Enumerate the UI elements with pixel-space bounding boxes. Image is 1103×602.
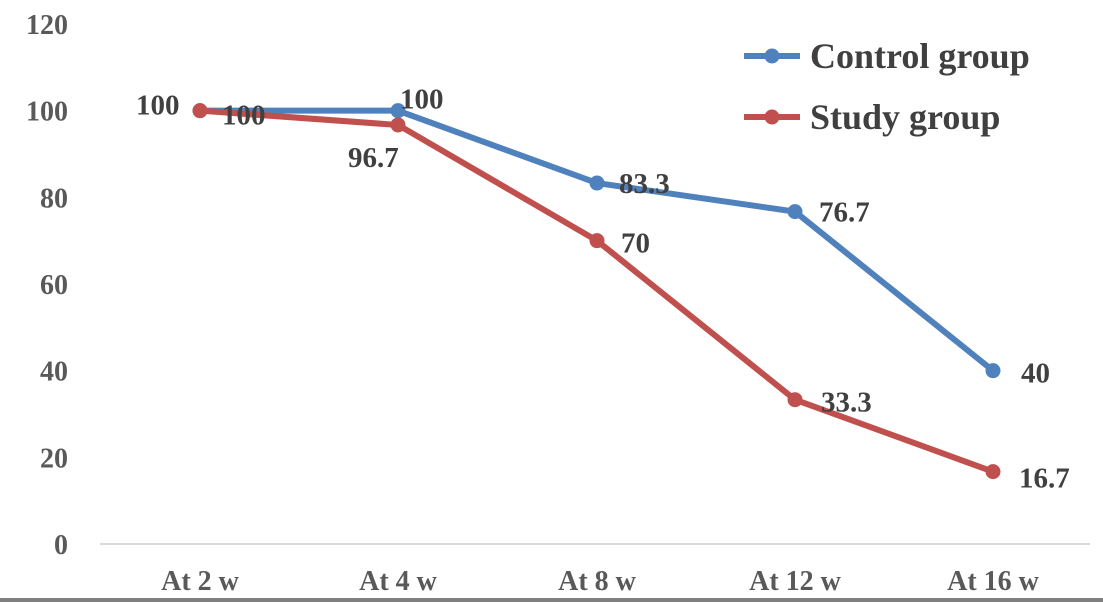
legend-item: Study group (744, 97, 1000, 137)
x-axis-ticks: At 2 w At 4 w At 8 w At 12 w At 16 w (161, 566, 1040, 597)
data-label: 100 (222, 100, 266, 132)
legend-label: Study group (810, 97, 1000, 137)
data-point (985, 464, 1001, 480)
chart-border-bottom (0, 598, 1103, 602)
series-line (197, 107, 996, 475)
x-tick-label: At 4 w (359, 566, 438, 597)
legend-item: Control group (744, 36, 1030, 76)
legend: Control group Study group (744, 36, 1030, 137)
y-tick-label: 80 (40, 183, 68, 214)
legend-swatch-marker (764, 109, 780, 125)
data-label: 33.3 (821, 387, 872, 419)
y-tick-label: 0 (54, 530, 68, 561)
data-point (589, 233, 605, 249)
data-label: 16.7 (1019, 463, 1070, 495)
data-label: 76.7 (819, 197, 870, 229)
data-point (390, 117, 406, 133)
y-tick-label: 20 (40, 443, 68, 474)
x-tick-label: At 8 w (558, 566, 637, 597)
y-tick-label: 120 (26, 10, 68, 41)
data-point (985, 363, 1001, 379)
data-point (192, 103, 208, 119)
x-tick-label: At 16 w (947, 566, 1040, 597)
legend-swatch-marker (764, 48, 780, 64)
data-point (589, 175, 605, 191)
y-tick-label: 40 (40, 357, 68, 388)
data-label: 100 (136, 90, 180, 122)
data-label: 96.7 (348, 142, 399, 174)
data-label: 83.3 (619, 168, 670, 200)
legend-label: Control group (810, 36, 1030, 76)
x-tick-label: At 12 w (749, 566, 842, 597)
series-study-group (192, 103, 1001, 480)
y-tick-label: 60 (40, 270, 68, 301)
data-label: 70 (621, 228, 650, 260)
data-point (787, 204, 803, 220)
data-label: 40 (1021, 358, 1050, 390)
series-layer (192, 103, 1001, 480)
y-tick-label: 100 (26, 97, 68, 128)
data-point (390, 103, 406, 119)
x-tick-label: At 2 w (161, 566, 240, 597)
data-point (787, 392, 803, 408)
y-axis-ticks: 0 20 40 60 80 100 120 (26, 10, 68, 561)
data-label: 100 (400, 84, 444, 116)
